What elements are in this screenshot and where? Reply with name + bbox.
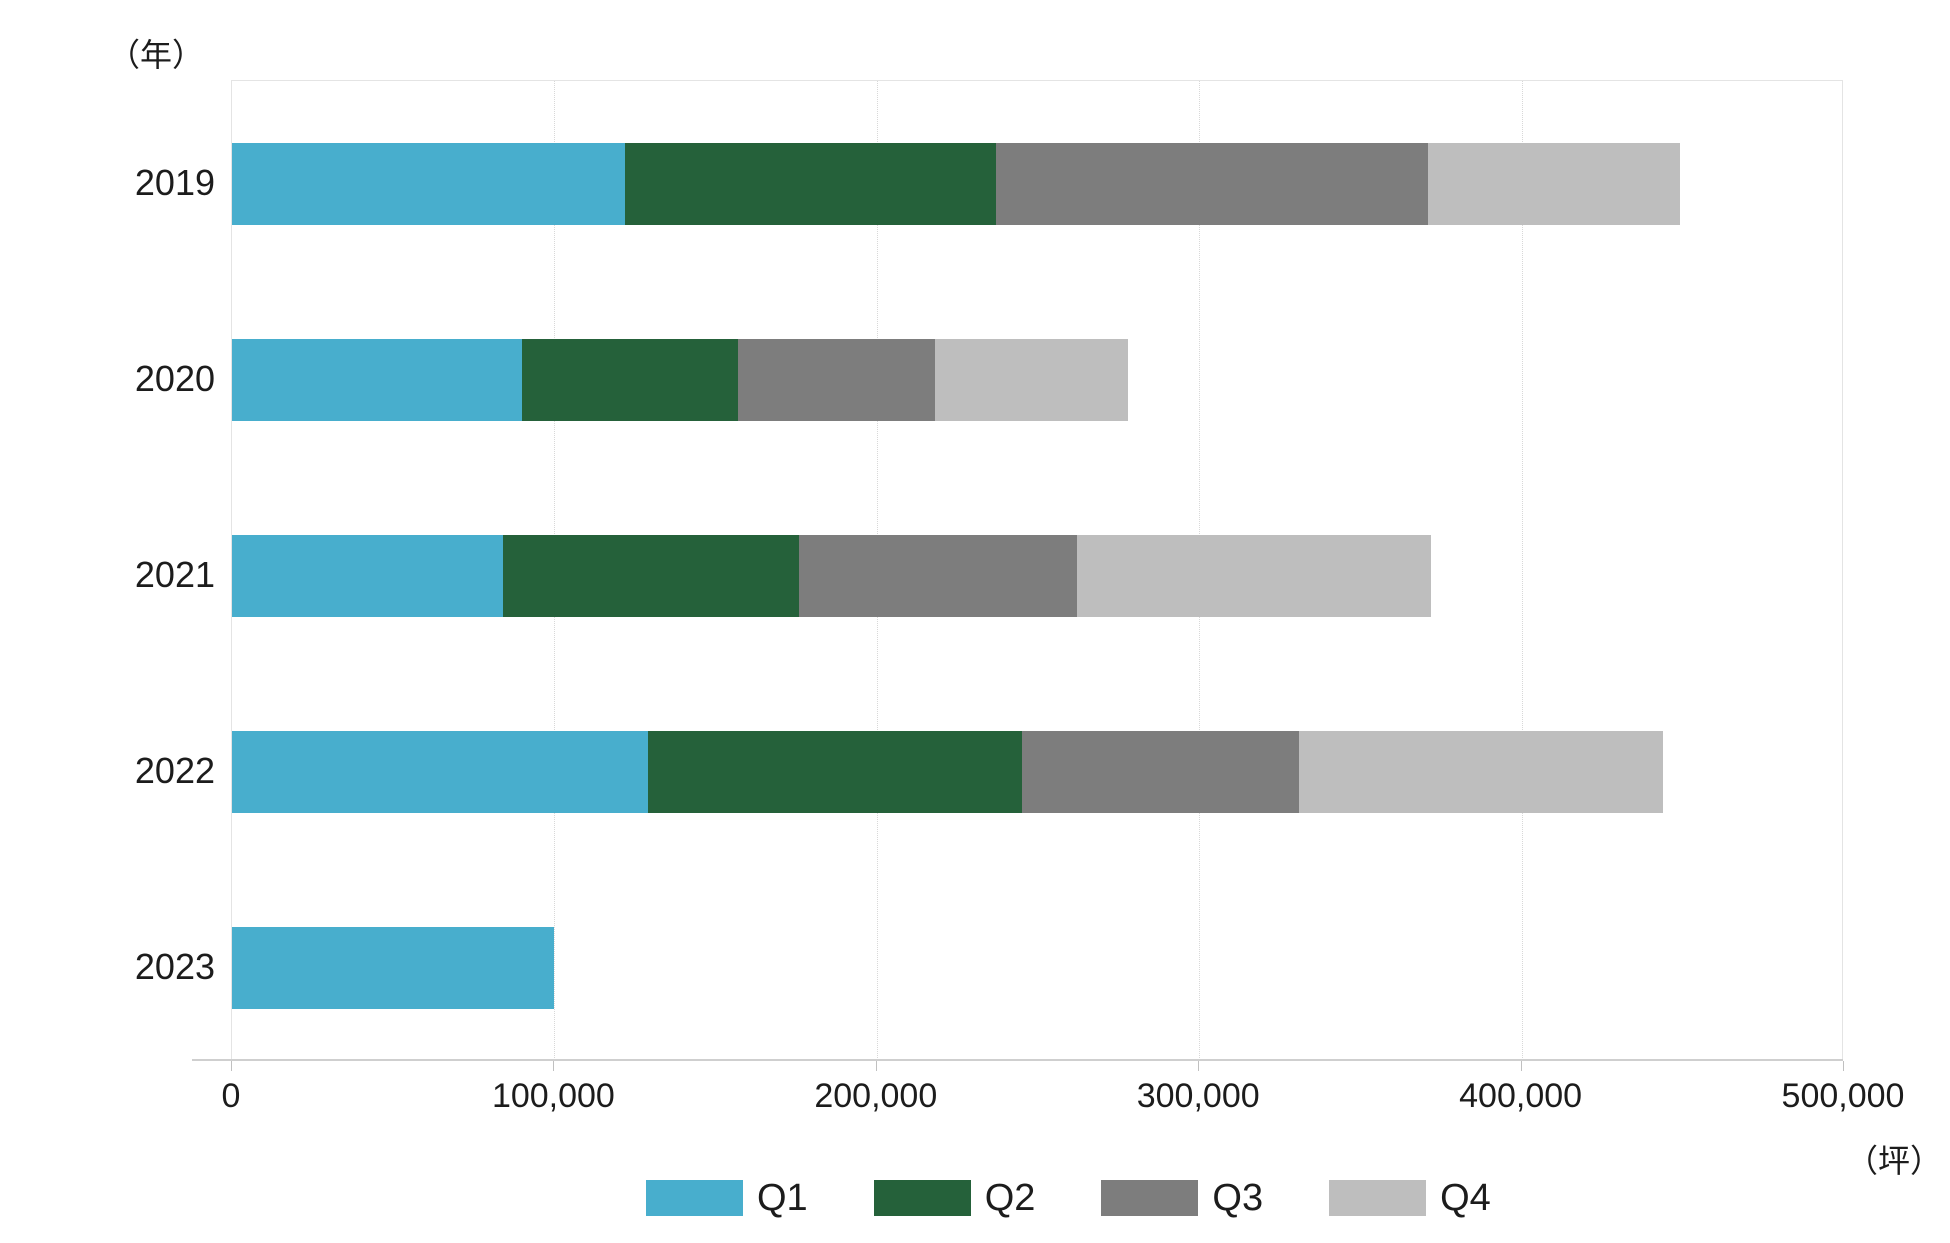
- legend-swatch-Q2: [873, 1180, 971, 1216]
- bar-segment-2021-Q4: [1076, 534, 1432, 617]
- bar-row-2020: [232, 338, 1129, 421]
- legend-label-Q1: Q1: [757, 1177, 808, 1219]
- bar-segment-2020-Q2: [522, 338, 739, 421]
- x-tick-label-200000: 200,000: [814, 1077, 938, 1115]
- bar-segment-2023-Q1: [232, 926, 555, 1009]
- x-tick-mark-100000: [553, 1061, 555, 1071]
- bar-segment-2019-Q3: [996, 142, 1429, 225]
- bar-segment-2019-Q4: [1428, 142, 1680, 225]
- bar-segment-2022-Q2: [647, 730, 1022, 813]
- bar-segment-2021-Q1: [232, 534, 503, 617]
- legend-swatch-Q4: [1329, 1180, 1427, 1216]
- legend-item-Q4: Q4: [1329, 1178, 1491, 1218]
- x-axis-line: [192, 1059, 1843, 1061]
- bar-segment-2021-Q2: [502, 534, 800, 617]
- y-tick-label-2019: 2019: [134, 161, 215, 203]
- y-tick-label-2020: 2020: [134, 357, 215, 399]
- x-tick-mark-500000: [1843, 1061, 1844, 1071]
- bar-segment-2022-Q3: [1021, 730, 1300, 813]
- bar-row-2021: [232, 534, 1432, 617]
- x-tick-mark-0: [231, 1061, 232, 1071]
- x-tick-mark-300000: [1198, 1061, 1200, 1071]
- legend-label-Q3: Q3: [1212, 1177, 1264, 1219]
- y-axis-unit-label: （年）: [108, 37, 205, 73]
- bar-segment-2019-Q1: [232, 142, 626, 225]
- x-tick-mark-200000: [875, 1061, 877, 1071]
- legend-label-Q4: Q4: [1440, 1177, 1491, 1219]
- legend-item-Q1: Q1: [646, 1178, 808, 1218]
- gridline-x-400000: [1521, 81, 1523, 1060]
- x-axis-unit-label: （坪）: [1846, 1143, 1943, 1179]
- legend-label-Q2: Q2: [984, 1177, 1036, 1219]
- chart-legend: Q1 Q2 Q3 Q4: [646, 1178, 1491, 1218]
- bar-row-2022: [232, 730, 1664, 813]
- x-tick-mark-400000: [1520, 1061, 1522, 1071]
- y-tick-label-2021: 2021: [134, 553, 215, 595]
- legend-item-Q3: Q3: [1101, 1178, 1263, 1218]
- legend-swatch-Q1: [646, 1180, 743, 1216]
- x-tick-label-100000: 100,000: [491, 1077, 615, 1115]
- x-tick-label-400000: 400,000: [1459, 1077, 1583, 1115]
- bar-segment-2020-Q4: [934, 338, 1129, 421]
- bar-segment-2019-Q2: [625, 142, 997, 225]
- y-tick-label-2023: 2023: [134, 945, 215, 987]
- plot-area: [231, 80, 1843, 1060]
- y-tick-label-2022: 2022: [134, 749, 215, 791]
- x-tick-label-300000: 300,000: [1136, 1077, 1260, 1115]
- bar-segment-2022-Q4: [1299, 730, 1664, 813]
- legend-item-Q2: Q2: [873, 1177, 1036, 1219]
- bar-segment-2020-Q1: [232, 338, 523, 421]
- x-tick-label-0: 0: [221, 1077, 241, 1115]
- bar-row-2023: [232, 926, 555, 1009]
- x-tick-label-500000: 500,000: [1781, 1077, 1905, 1115]
- bar-segment-2021-Q3: [799, 534, 1077, 617]
- legend-swatch-Q3: [1101, 1180, 1199, 1216]
- bar-segment-2020-Q3: [738, 338, 935, 421]
- bar-segment-2022-Q1: [232, 730, 648, 813]
- bar-row-2019: [232, 142, 1680, 225]
